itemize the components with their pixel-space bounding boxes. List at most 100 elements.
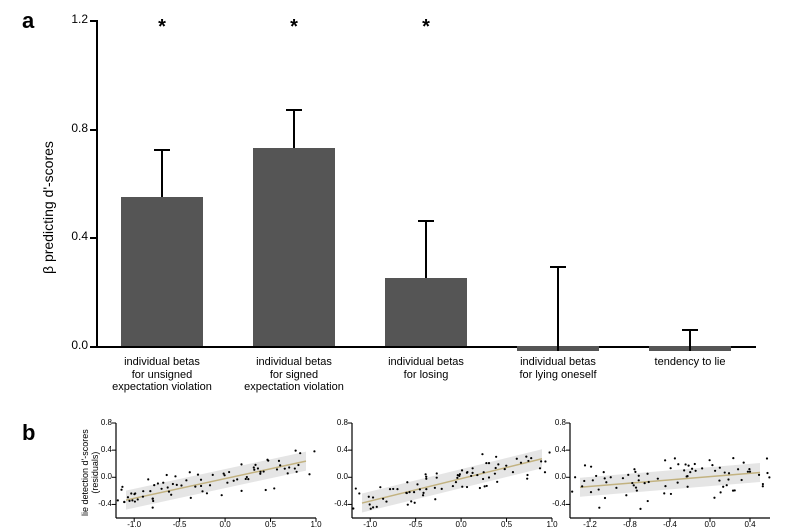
- scatter-point: [496, 481, 498, 483]
- scatter-point: [604, 477, 606, 479]
- scatter-point: [485, 462, 487, 464]
- scatter-point: [472, 467, 474, 469]
- scatter-point: [595, 475, 597, 477]
- bar-label-signed: individual betasfor signedexpectation vi…: [232, 356, 356, 394]
- bar-label-line: individual betas: [100, 356, 224, 369]
- scatter-point: [644, 482, 646, 484]
- scatter-point: [370, 508, 372, 510]
- bar-label-line: individual betas: [232, 356, 356, 369]
- scatter-point: [226, 482, 228, 484]
- scatter-point: [762, 485, 764, 487]
- scatter-point: [369, 503, 371, 505]
- scatter-point: [419, 488, 421, 490]
- scatter-point: [436, 472, 438, 474]
- scatter-point: [583, 480, 585, 482]
- scatter-point: [267, 460, 269, 462]
- scatter-point: [604, 497, 606, 499]
- scatter-point: [581, 485, 583, 487]
- scatter-point: [747, 471, 749, 473]
- scatter-ytick: 0.4: [90, 445, 112, 454]
- scatter-point: [670, 467, 672, 469]
- scatter-point: [152, 500, 154, 502]
- scatter-point: [525, 456, 527, 458]
- scatter-point: [670, 493, 672, 495]
- scatter-point: [605, 481, 607, 483]
- scatter-point: [240, 490, 242, 492]
- scatter-point: [691, 468, 693, 470]
- scatter-point: [434, 487, 436, 489]
- scatter-point: [732, 490, 734, 492]
- scatter-point: [530, 457, 532, 459]
- scatter-point: [355, 487, 357, 489]
- scatter-ytick: 0.8: [544, 418, 566, 427]
- scatter-point: [425, 478, 427, 480]
- scatter-point: [245, 478, 247, 480]
- scatter-point: [495, 456, 497, 458]
- bar-label-line: individual betas: [364, 356, 488, 369]
- scatter-ytick: -0.4: [90, 499, 112, 508]
- bar-label-line: for unsigned: [100, 369, 224, 382]
- scatter-point: [724, 471, 726, 473]
- scatter-xtick: -1.0: [358, 520, 382, 529]
- scatter-point: [466, 471, 468, 473]
- scatter-point: [233, 480, 235, 482]
- errorcap-losing: [418, 220, 434, 222]
- scatter-point: [470, 475, 472, 477]
- scatter-point: [228, 471, 230, 473]
- panel-label-a: a: [22, 8, 34, 34]
- scatter-xtick: 0.5: [259, 520, 283, 529]
- scatter-point: [200, 479, 202, 481]
- scatter-point: [495, 467, 497, 469]
- scatter-point: [479, 487, 481, 489]
- errorcap-lying: [550, 266, 566, 268]
- scatter-point: [263, 470, 265, 472]
- scatter-point: [197, 474, 199, 476]
- scatter-point: [174, 475, 176, 477]
- scatter-point: [694, 463, 696, 465]
- scatter-point: [584, 464, 586, 466]
- scatter-point: [762, 483, 764, 485]
- scatter-point: [749, 471, 751, 473]
- scatter-xtick: 0.0: [698, 520, 722, 529]
- scatter-point: [368, 496, 370, 498]
- scatter-point: [392, 488, 394, 490]
- scatter-point: [481, 453, 483, 455]
- errorbar-losing: [425, 221, 427, 278]
- scatter-point: [209, 484, 211, 486]
- scatter_losing: [570, 423, 770, 518]
- scatter-point: [471, 472, 473, 474]
- scatter-point: [406, 481, 408, 483]
- scatter-ytick: 0.8: [326, 418, 348, 427]
- scatter-point: [571, 490, 573, 492]
- scatter-point: [131, 499, 133, 501]
- scatter-ytick: 0.0: [326, 472, 348, 481]
- sig-star-losing: *: [418, 16, 434, 39]
- scatter-point: [128, 500, 130, 502]
- sig-star-signed: *: [286, 16, 302, 39]
- scatter-point: [633, 468, 635, 470]
- scatter-point: [206, 492, 208, 494]
- scatter-xtick: 0.0: [213, 520, 237, 529]
- scatter-point: [452, 485, 454, 487]
- errorbar-signed: [293, 110, 295, 148]
- scatter-point: [288, 466, 290, 468]
- scatter-point: [625, 494, 627, 496]
- scatter-point: [622, 477, 624, 479]
- scatter-point: [516, 458, 518, 460]
- panel-a-ylabel: β predicting d'-scores: [40, 141, 56, 274]
- scatter-point: [142, 490, 144, 492]
- scatter-point: [425, 476, 427, 478]
- errorbar-tendency: [689, 330, 691, 352]
- scatter-point: [488, 462, 490, 464]
- bar-label-losing: individual betasfor losing: [364, 356, 488, 381]
- scatter-point: [646, 473, 648, 475]
- scatter-ytick: 0.0: [90, 472, 112, 481]
- scatter-point: [295, 450, 297, 452]
- scatter-point: [123, 501, 125, 503]
- scatter-point: [638, 479, 640, 481]
- scatter-xtick: -0.5: [404, 520, 428, 529]
- scatter-point: [466, 486, 468, 488]
- scatter-point: [714, 470, 716, 472]
- scatter-point: [540, 460, 542, 462]
- scatter-point: [615, 487, 617, 489]
